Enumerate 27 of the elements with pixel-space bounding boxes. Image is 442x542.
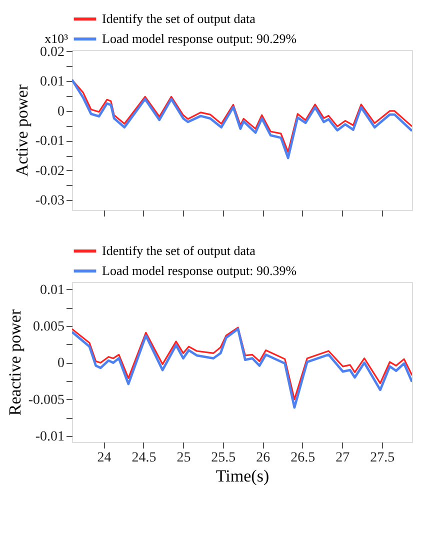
y-tick-label: 0.02 xyxy=(40,44,64,60)
y-tick-label: -0.01 xyxy=(35,134,64,150)
y-tick-label: -0.03 xyxy=(35,194,64,209)
x-tick-label: 24.5 xyxy=(132,450,156,466)
x-tick-label: 26 xyxy=(256,450,270,466)
x-tick-label: 25 xyxy=(176,450,191,466)
y-tick-label: 0.01 xyxy=(40,74,64,90)
text: x10³ xyxy=(44,31,68,46)
y-tick-label: 0.01 xyxy=(40,282,64,298)
legend-label: Identify the set of output data xyxy=(102,243,256,258)
y-tick-label: 0 xyxy=(58,356,64,372)
legend-label: Identify the set of output data xyxy=(102,11,256,26)
legend-label: Load model response output: 90.39% xyxy=(102,263,297,278)
y-tick-label: 0 xyxy=(58,104,64,120)
x-tick-label: 27 xyxy=(336,450,350,466)
x-tick-label: 26.5 xyxy=(290,450,316,466)
y-tick-label: -0.01 xyxy=(35,430,64,445)
x-tick-label: 27.5 xyxy=(370,450,395,466)
y-tick-label: -0.005 xyxy=(28,392,64,408)
y-axis-title: Active power xyxy=(12,84,32,177)
y-tick-label: 0.005 xyxy=(33,320,64,335)
y-tick-label: -0.02 xyxy=(35,164,64,179)
legend-label: Load model response output: 90.29% xyxy=(102,31,297,46)
x-tick-label: 25.5 xyxy=(211,450,236,466)
x-axis-title: Time(s) xyxy=(216,466,270,486)
x-tick-label: 24 xyxy=(97,450,112,466)
y-axis-title: Reactive power xyxy=(5,309,24,416)
